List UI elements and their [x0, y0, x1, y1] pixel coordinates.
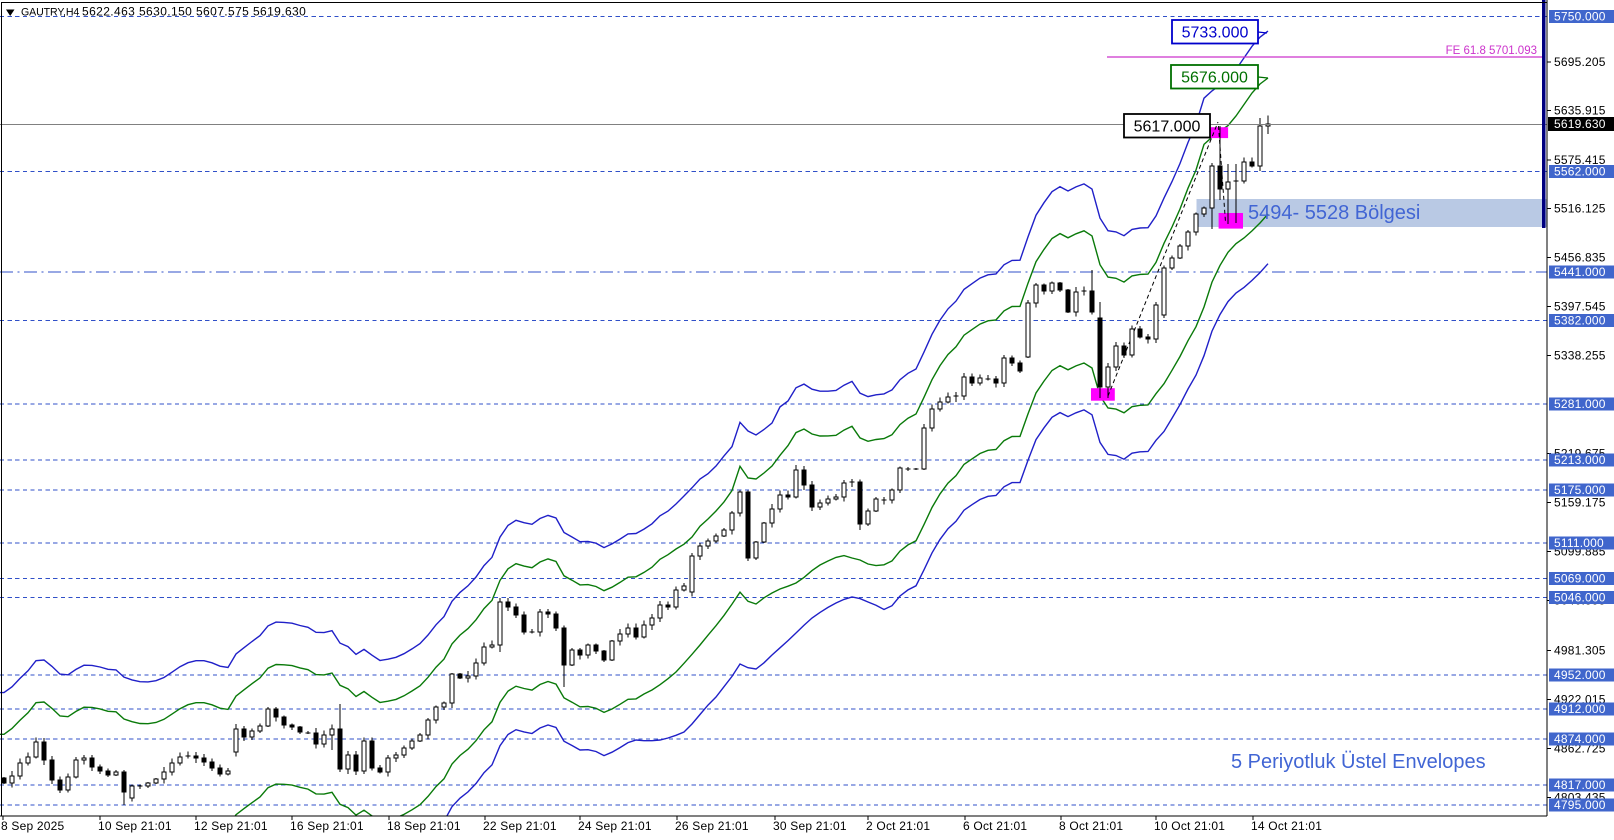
- svg-text:4981.305: 4981.305: [1554, 644, 1606, 658]
- svg-text:10 Sep 21:01: 10 Sep 21:01: [98, 819, 172, 833]
- svg-text:FE 61.8 5701.093: FE 61.8 5701.093: [1446, 45, 1537, 57]
- svg-text:5338.255: 5338.255: [1554, 349, 1606, 363]
- svg-text:4912.000: 4912.000: [1554, 702, 1606, 716]
- svg-text:16 Sep 21:01: 16 Sep 21:01: [290, 819, 364, 833]
- svg-text:5575.415: 5575.415: [1554, 153, 1606, 167]
- svg-text:10 Oct 21:01: 10 Oct 21:01: [1154, 819, 1225, 833]
- svg-text:5 Periyotluk Üstel Envelopes: 5 Periyotluk Üstel Envelopes: [1231, 751, 1486, 773]
- svg-text:5695.205: 5695.205: [1554, 55, 1606, 69]
- svg-text:5397.545: 5397.545: [1554, 300, 1606, 314]
- svg-text:5111.000: 5111.000: [1554, 536, 1604, 550]
- svg-text:5516.125: 5516.125: [1554, 202, 1606, 216]
- svg-text:30 Sep 21:01: 30 Sep 21:01: [773, 819, 847, 833]
- svg-text:5046.000: 5046.000: [1554, 591, 1606, 605]
- svg-text:5750.000: 5750.000: [1554, 10, 1606, 24]
- svg-text:5281.000: 5281.000: [1554, 397, 1606, 411]
- svg-text:5456.835: 5456.835: [1554, 251, 1606, 265]
- svg-text:GAUTRY,H4: GAUTRY,H4: [21, 7, 79, 19]
- svg-text:8 Sep 2025: 8 Sep 2025: [1, 819, 65, 833]
- svg-text:8 Oct 21:01: 8 Oct 21:01: [1059, 819, 1123, 833]
- svg-text:5562.000: 5562.000: [1554, 165, 1606, 179]
- svg-text:5441.000: 5441.000: [1554, 265, 1606, 279]
- svg-text:5622.463 5630.150 5607.575 561: 5622.463 5630.150 5607.575 5619.630: [82, 5, 306, 19]
- svg-text:14 Oct 21:01: 14 Oct 21:01: [1251, 819, 1322, 833]
- svg-text:24 Sep 21:01: 24 Sep 21:01: [578, 819, 652, 833]
- svg-text:4817.000: 4817.000: [1554, 778, 1606, 792]
- svg-text:5159.175: 5159.175: [1554, 496, 1606, 510]
- svg-text:2 Oct 21:01: 2 Oct 21:01: [866, 819, 930, 833]
- svg-text:5617.000: 5617.000: [1134, 119, 1201, 136]
- svg-text:12 Sep 21:01: 12 Sep 21:01: [194, 819, 268, 833]
- svg-text:4952.000: 4952.000: [1554, 668, 1606, 682]
- svg-text:5733.000: 5733.000: [1182, 25, 1249, 42]
- svg-text:5069.000: 5069.000: [1554, 572, 1606, 586]
- svg-text:5494- 5528 Bölgesi: 5494- 5528 Bölgesi: [1248, 202, 1420, 224]
- svg-text:26 Sep 21:01: 26 Sep 21:01: [675, 819, 749, 833]
- svg-text:4874.000: 4874.000: [1554, 732, 1606, 746]
- svg-text:5175.000: 5175.000: [1554, 483, 1606, 497]
- svg-text:4795.000: 4795.000: [1554, 798, 1606, 812]
- svg-text:5619.630: 5619.630: [1554, 117, 1606, 131]
- svg-text:22 Sep 21:01: 22 Sep 21:01: [483, 819, 557, 833]
- svg-text:5635.915: 5635.915: [1554, 104, 1606, 118]
- svg-text:6 Oct 21:01: 6 Oct 21:01: [963, 819, 1027, 833]
- svg-text:18 Sep 21:01: 18 Sep 21:01: [387, 819, 461, 833]
- svg-text:5382.000: 5382.000: [1554, 314, 1606, 328]
- svg-text:5676.000: 5676.000: [1181, 70, 1248, 87]
- svg-text:5213.000: 5213.000: [1554, 453, 1606, 467]
